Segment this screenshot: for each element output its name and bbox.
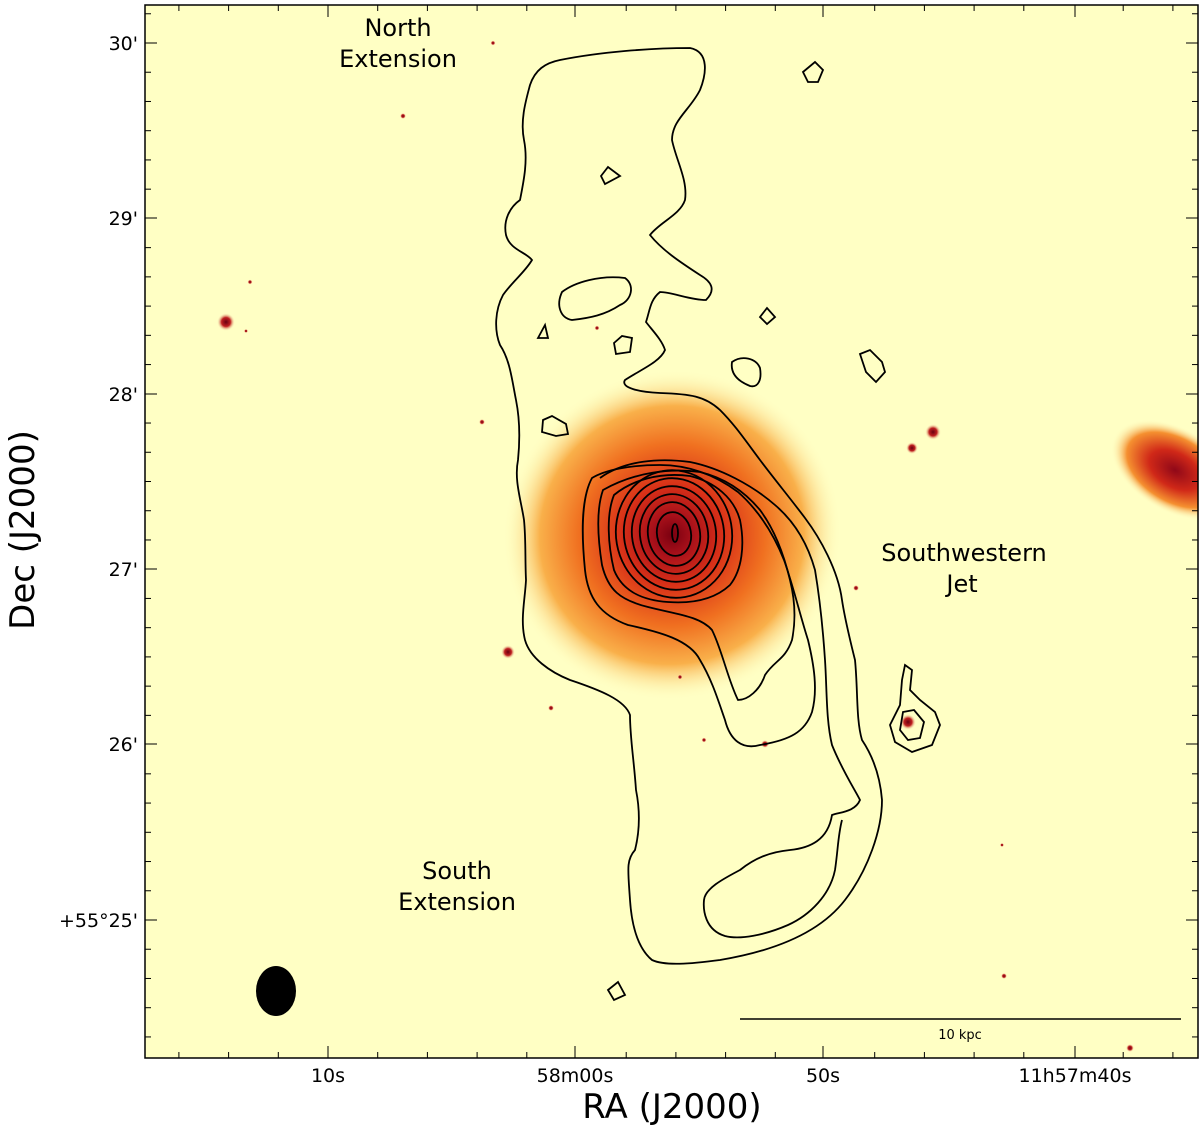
x-tick-label: 58m00s (537, 1065, 614, 1087)
contour-island (730, 357, 762, 388)
star (1001, 973, 1007, 979)
tick-marks (145, 5, 1198, 1058)
star (853, 585, 859, 591)
contour-9 (638, 493, 710, 575)
star (479, 419, 485, 425)
contour-12 (671, 523, 679, 543)
contour-7 (622, 477, 726, 591)
plot-frame (144, 4, 1199, 1059)
north-extension-label-1: North (364, 14, 431, 42)
y-tick-label: +55°25' (59, 910, 138, 932)
beam-ellipse (256, 966, 296, 1016)
x-tick-label: 10s (311, 1065, 345, 1087)
contour-11 (655, 511, 693, 557)
south-extension-label-1: South (422, 857, 492, 885)
contour-8 (630, 485, 718, 583)
star (501, 645, 515, 659)
star (400, 113, 406, 119)
star (900, 714, 916, 730)
contour-4 (597, 469, 796, 701)
y-tick-label: 27' (109, 559, 138, 581)
y-tick-label: 28' (109, 384, 138, 406)
x-tick-label: 50s (806, 1065, 840, 1087)
contour-island (613, 335, 634, 356)
contour-island (889, 663, 941, 753)
contour-island (541, 414, 570, 437)
y-tick-label: 26' (109, 734, 138, 756)
contour-island (801, 60, 825, 83)
x-axis-label: RA (J2000) (582, 1087, 761, 1127)
star (1000, 843, 1004, 847)
contour-island (606, 980, 627, 1002)
south-extension-label-2: Extension (398, 888, 516, 916)
star (244, 329, 248, 333)
sw-jet-label-2: Jet (944, 570, 977, 598)
scale-bar-label: 10 kpc (938, 1028, 982, 1043)
star (701, 737, 707, 743)
star (217, 313, 235, 331)
contour-island (599, 165, 622, 186)
contour-island (858, 348, 887, 384)
star (925, 424, 941, 440)
contour-island (536, 322, 550, 339)
y-tick-label: 29' (109, 208, 138, 230)
contour-island (899, 709, 925, 741)
contour-3 (581, 464, 816, 748)
north-extension-label-2: Extension (339, 45, 457, 73)
star (906, 442, 918, 454)
star (548, 705, 554, 711)
contour-2 (599, 459, 861, 939)
contour-5 (607, 474, 744, 604)
star (594, 325, 600, 331)
x-tick-label: 11h57m40s (1019, 1065, 1132, 1087)
contour-island (758, 306, 777, 326)
y-tick-label: 30' (109, 33, 138, 55)
contour-10 (646, 501, 702, 567)
star (1126, 1044, 1134, 1052)
contour-outer (495, 47, 883, 965)
sw-jet-label-1: Southwestern (881, 539, 1046, 567)
star (247, 279, 253, 285)
y-axis-label: Dec (J2000) (3, 430, 43, 630)
star (677, 674, 683, 680)
minor-tick-marks (145, 5, 1198, 1058)
star (490, 40, 496, 46)
contour-6 (614, 469, 734, 599)
radio-contours (495, 47, 941, 1002)
edge-galaxy (1110, 419, 1198, 521)
contour-island (558, 276, 632, 321)
